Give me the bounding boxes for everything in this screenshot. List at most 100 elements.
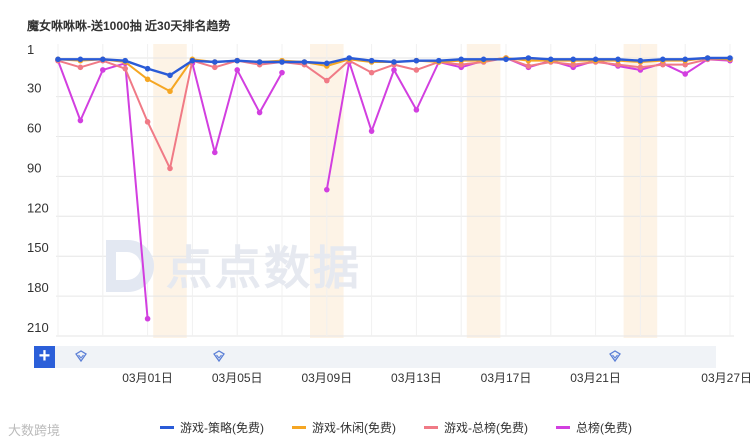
data-point[interactable] bbox=[592, 56, 599, 63]
x-tick-label: 03月21日 bbox=[570, 371, 621, 385]
watermark-layer: 点点数据 bbox=[106, 240, 362, 294]
x-tick-label: 03月01日 bbox=[122, 371, 173, 385]
data-point[interactable] bbox=[212, 59, 218, 65]
data-point[interactable] bbox=[391, 67, 397, 73]
data-point[interactable] bbox=[682, 56, 688, 63]
data-point[interactable] bbox=[167, 88, 173, 95]
watermark-text: 点点数据 bbox=[166, 242, 362, 294]
legend-item-casual[interactable]: 游戏-休闲(免费) bbox=[292, 419, 396, 436]
data-point[interactable] bbox=[704, 55, 711, 61]
data-point[interactable] bbox=[615, 56, 621, 63]
x-tick-label: 03月13日 bbox=[391, 371, 442, 385]
y-tick-label: 180 bbox=[27, 280, 49, 295]
chart-title: 魔女咻咻咻-送1000抽 近30天排名趋势 bbox=[27, 19, 231, 33]
data-point[interactable] bbox=[212, 64, 218, 71]
data-point[interactable] bbox=[144, 65, 151, 72]
data-point[interactable] bbox=[122, 57, 128, 64]
legend-item-strategy[interactable]: 游戏-策略(免费) bbox=[160, 419, 264, 436]
data-point[interactable] bbox=[525, 55, 532, 61]
data-point[interactable] bbox=[570, 56, 576, 63]
data-point[interactable] bbox=[503, 56, 509, 63]
data-point[interactable] bbox=[525, 63, 532, 69]
data-point[interactable] bbox=[122, 65, 128, 72]
data-point[interactable] bbox=[77, 117, 84, 124]
zoom-handle-mid-icon[interactable] bbox=[212, 349, 226, 363]
x-tick-label: 03月09日 bbox=[301, 371, 352, 385]
data-point[interactable] bbox=[324, 186, 330, 193]
data-point[interactable] bbox=[368, 69, 375, 76]
data-point[interactable] bbox=[570, 61, 576, 68]
data-point[interactable] bbox=[391, 59, 397, 65]
data-point[interactable] bbox=[279, 69, 285, 76]
zoom-add-button[interactable]: + bbox=[34, 346, 55, 368]
chart-legend: 游戏-策略(免费) 游戏-休闲(免费) 游戏-总榜(免费) 总榜(免费) bbox=[160, 419, 632, 436]
grid-layer bbox=[56, 44, 734, 337]
y-axis: 1 30 60 90 120 150 180 210 bbox=[27, 42, 49, 335]
data-point[interactable] bbox=[100, 67, 106, 73]
legend-label: 总榜(免费) bbox=[576, 421, 632, 435]
data-point[interactable] bbox=[368, 57, 375, 64]
data-point[interactable] bbox=[301, 59, 308, 65]
data-point[interactable] bbox=[55, 56, 61, 63]
data-point[interactable] bbox=[436, 57, 442, 64]
legend-label: 游戏-策略(免费) bbox=[180, 421, 264, 435]
data-point[interactable] bbox=[256, 109, 263, 116]
data-point[interactable] bbox=[413, 67, 420, 73]
data-point[interactable] bbox=[324, 77, 330, 84]
data-point[interactable] bbox=[413, 57, 420, 64]
x-tick-label: 03月05日 bbox=[212, 371, 263, 385]
y-tick-label: 90 bbox=[27, 160, 41, 175]
data-point[interactable] bbox=[256, 59, 263, 65]
legend-swatch bbox=[160, 426, 174, 429]
y-tick-label: 120 bbox=[27, 200, 49, 215]
data-point[interactable] bbox=[167, 165, 173, 172]
series-layer bbox=[55, 55, 733, 322]
data-point[interactable] bbox=[234, 57, 240, 64]
data-point[interactable] bbox=[100, 56, 106, 63]
x-tick-label: 03月17日 bbox=[481, 371, 532, 385]
data-point[interactable] bbox=[727, 55, 733, 61]
series-line bbox=[325, 57, 731, 190]
data-point[interactable] bbox=[637, 64, 644, 71]
data-point[interactable] bbox=[77, 56, 84, 63]
x-axis: 03月01日 03月05日 03月09日 03月13日 03月17日 03月21日 03月2… bbox=[122, 371, 752, 385]
data-point[interactable] bbox=[144, 76, 151, 83]
y-tick-label: 30 bbox=[27, 81, 41, 96]
data-point[interactable] bbox=[368, 128, 375, 134]
legend-label: 游戏-休闲(免费) bbox=[312, 421, 396, 435]
data-point[interactable] bbox=[660, 61, 666, 68]
data-point[interactable] bbox=[279, 59, 285, 65]
data-point[interactable] bbox=[212, 149, 218, 156]
highlight-band bbox=[466, 44, 501, 338]
zoom-handle-left-icon[interactable] bbox=[74, 349, 88, 363]
zoom-handle-right-icon[interactable] bbox=[608, 349, 622, 363]
data-point[interactable] bbox=[682, 61, 688, 68]
legend-item-overall[interactable]: 总榜(免费) bbox=[556, 419, 632, 436]
data-point[interactable] bbox=[144, 315, 151, 322]
data-point[interactable] bbox=[458, 56, 465, 63]
data-point[interactable] bbox=[637, 57, 644, 64]
data-point[interactable] bbox=[167, 72, 173, 79]
data-point[interactable] bbox=[77, 64, 84, 71]
corner-logo: 大数跨境 bbox=[8, 423, 61, 438]
y-tick-label: 210 bbox=[27, 320, 49, 335]
legend-item-game-overall[interactable]: 游戏-总榜(免费) bbox=[424, 419, 528, 436]
data-point[interactable] bbox=[682, 71, 688, 77]
data-point[interactable] bbox=[346, 55, 353, 61]
data-point[interactable] bbox=[480, 56, 487, 63]
data-point[interactable] bbox=[189, 57, 196, 64]
legend-swatch bbox=[292, 426, 306, 429]
data-point[interactable] bbox=[413, 107, 420, 113]
data-point[interactable] bbox=[234, 67, 240, 73]
data-point[interactable] bbox=[144, 119, 151, 125]
data-point[interactable] bbox=[548, 56, 554, 63]
zoom-slider-track[interactable] bbox=[34, 346, 716, 368]
data-point[interactable] bbox=[324, 60, 330, 67]
legend-swatch bbox=[424, 426, 438, 429]
watermark-logo-icon bbox=[106, 240, 154, 292]
data-point[interactable] bbox=[615, 61, 621, 68]
data-point[interactable] bbox=[458, 61, 465, 68]
x-tick-label: 03月27日 bbox=[701, 371, 752, 385]
data-point[interactable] bbox=[660, 56, 666, 63]
